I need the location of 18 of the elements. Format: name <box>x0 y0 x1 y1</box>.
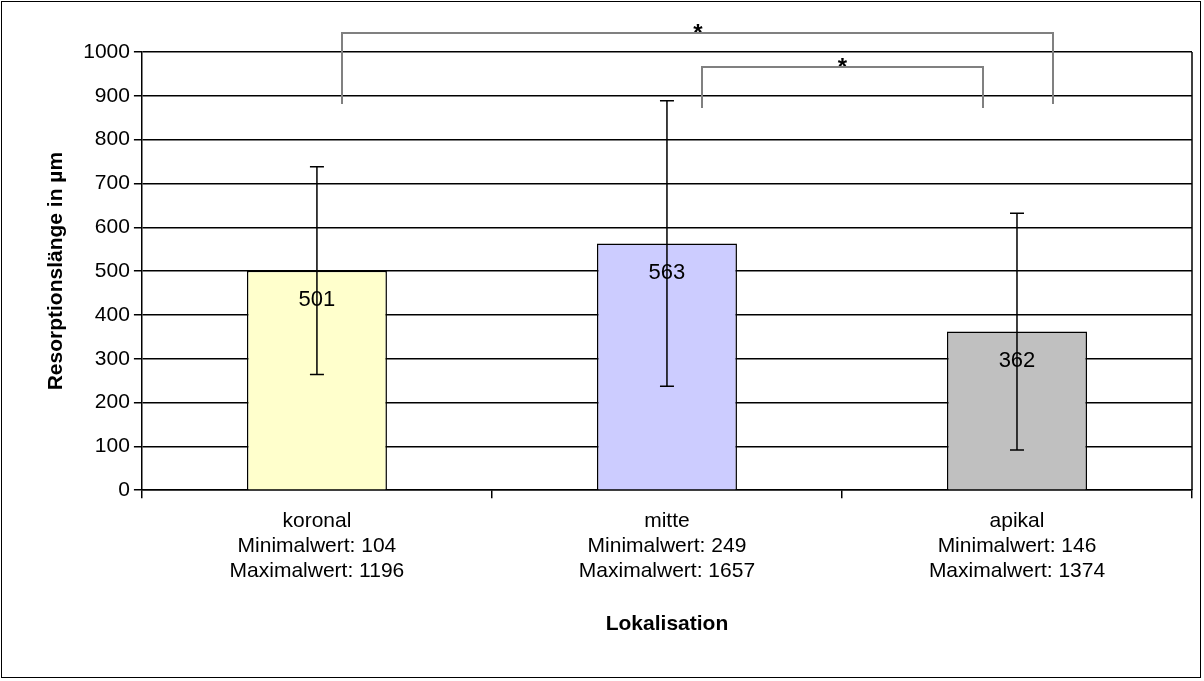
text: * <box>693 18 704 46</box>
y-tick-label: 0 <box>118 477 130 500</box>
x-tick-label: apikal Minimalwert: 146 Maximalwert: 1374 <box>928 507 1106 581</box>
annotation: * <box>837 52 848 80</box>
y-tick-label: 700 <box>94 170 130 194</box>
y-tick-label: 500 <box>94 257 130 281</box>
x-tick-label: koronal Minimalwert: 104 Maximalwert: 1196 <box>229 507 405 581</box>
y-tick-label: 400 <box>94 301 130 325</box>
y-tick-label: 200 <box>94 389 130 413</box>
y-tick-label: 800 <box>94 126 130 150</box>
y-axis-title: Resorptionslänge in µm <box>43 151 67 391</box>
y-tick-label: 100 <box>94 433 130 457</box>
x-tick-label: mitte Minimalwert: 249 Maximalwert: 1657 <box>578 507 756 581</box>
y-tick-label: 1000 <box>83 38 130 62</box>
y-tick-label: 300 <box>94 345 130 369</box>
y-tick-label: 900 <box>94 82 130 106</box>
y-tick-label: 600 <box>94 214 130 238</box>
x-axis-title: Lokalisation <box>605 611 729 635</box>
